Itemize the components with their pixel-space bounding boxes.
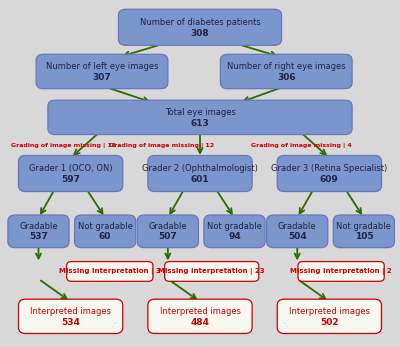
Text: 60: 60 [99,232,111,241]
FancyBboxPatch shape [18,299,123,333]
Text: 94: 94 [228,232,241,241]
FancyBboxPatch shape [48,100,352,135]
Text: Interpreted images: Interpreted images [160,307,240,316]
Text: 306: 306 [277,73,296,82]
FancyBboxPatch shape [67,262,153,281]
Text: 601: 601 [191,175,209,184]
FancyBboxPatch shape [333,215,394,248]
Text: 484: 484 [190,318,210,327]
FancyBboxPatch shape [137,215,198,248]
Text: 307: 307 [93,73,111,82]
Text: 504: 504 [288,232,306,241]
Text: 507: 507 [158,232,177,241]
FancyBboxPatch shape [220,54,352,88]
Text: 534: 534 [61,318,80,327]
Text: Not gradable: Not gradable [78,222,132,231]
Text: Not gradable: Not gradable [207,222,262,231]
Text: Gradable: Gradable [278,222,316,231]
Text: Grading of image missing | 12: Grading of image missing | 12 [109,143,214,148]
Text: Number of left eye images: Number of left eye images [46,62,158,71]
FancyBboxPatch shape [118,9,282,45]
FancyBboxPatch shape [148,299,252,333]
Text: Missing interpretation | 23: Missing interpretation | 23 [158,268,265,275]
Text: Grader 3 (Retina Specialist): Grader 3 (Retina Specialist) [271,164,388,173]
Text: Number of diabetes patients: Number of diabetes patients [140,18,260,27]
Text: Missing interpretation | 2: Missing interpretation | 2 [290,268,392,275]
FancyBboxPatch shape [277,299,382,333]
Text: Missing interpretation | 3: Missing interpretation | 3 [59,268,161,275]
Text: Gradable: Gradable [148,222,187,231]
Text: 537: 537 [29,232,48,241]
Text: Gradable: Gradable [19,222,58,231]
FancyBboxPatch shape [8,215,69,248]
Text: Grading of image missing | 4: Grading of image missing | 4 [251,143,352,148]
FancyBboxPatch shape [267,215,328,248]
Text: 597: 597 [61,175,80,184]
Text: Grading of image missing | 16: Grading of image missing | 16 [11,143,116,148]
Text: 609: 609 [320,175,339,184]
Text: Interpreted images: Interpreted images [289,307,370,316]
Text: 105: 105 [354,232,373,241]
FancyBboxPatch shape [36,54,168,88]
FancyBboxPatch shape [165,262,259,281]
FancyBboxPatch shape [298,262,384,281]
FancyBboxPatch shape [74,215,136,248]
FancyBboxPatch shape [277,155,382,192]
FancyBboxPatch shape [148,155,252,192]
Text: Number of right eye images: Number of right eye images [227,62,346,71]
FancyBboxPatch shape [18,155,123,192]
Text: 502: 502 [320,318,339,327]
Text: Grader 2 (Ophthalmologist): Grader 2 (Ophthalmologist) [142,164,258,173]
FancyBboxPatch shape [204,215,265,248]
Text: 613: 613 [191,119,209,128]
Text: Total eye images: Total eye images [164,108,236,117]
Text: Grader 1 (OCO, ON): Grader 1 (OCO, ON) [29,164,112,173]
Text: 308: 308 [191,29,209,38]
Text: Interpreted images: Interpreted images [30,307,111,316]
Text: Not gradable: Not gradable [336,222,391,231]
